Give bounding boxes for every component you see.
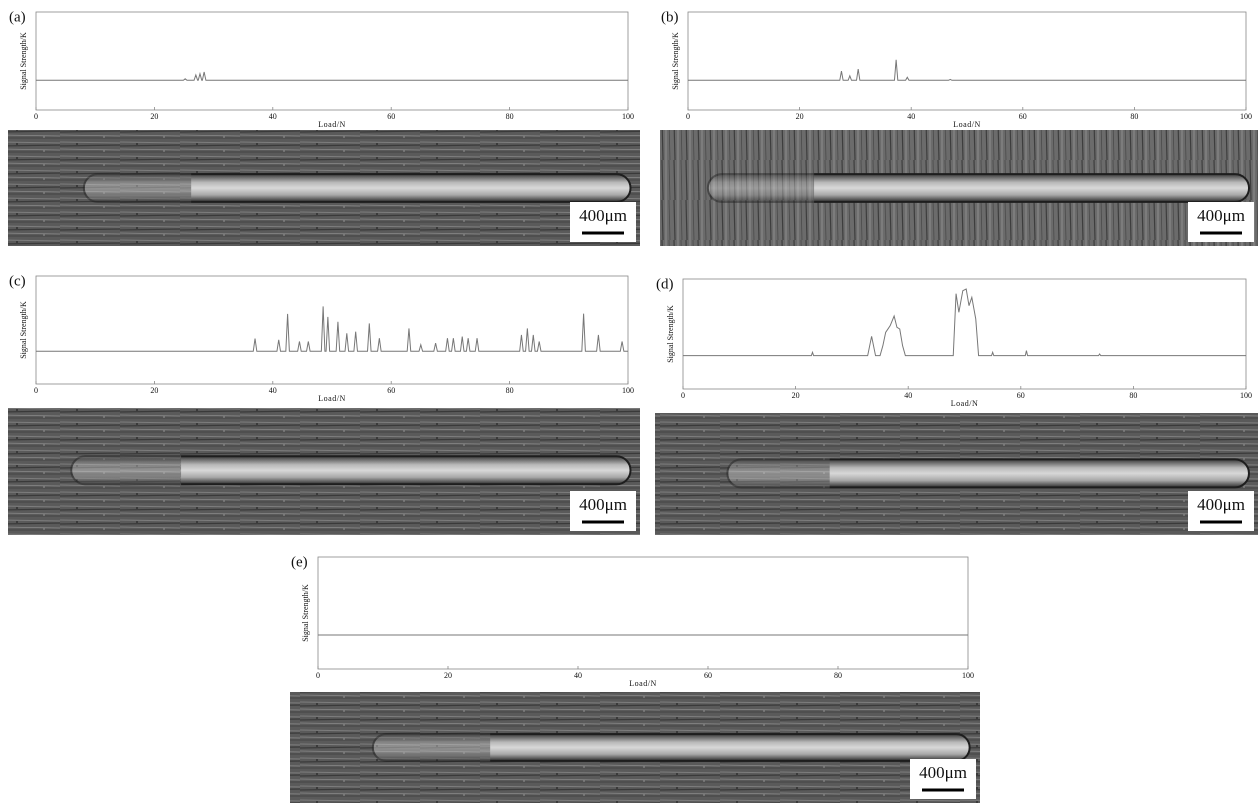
plot-frame [36, 276, 628, 384]
plot-frame [683, 279, 1246, 389]
x-tick-label: 20 [792, 391, 800, 400]
scale-bar-label: 400μm [579, 495, 627, 514]
panel-label: (b) [661, 9, 679, 25]
y-axis-label: Signal Strength/K [301, 584, 310, 642]
scale-bar-label: 400μm [919, 763, 967, 782]
x-tick-label: 40 [574, 671, 582, 680]
scratch-start [725, 458, 829, 488]
x-axis-label: Load/N [951, 399, 978, 408]
x-tick-label: 60 [704, 671, 712, 680]
scale-bar-label: 400μm [579, 206, 627, 225]
y-axis-label: Signal Strength/K [666, 305, 675, 363]
plot-frame [36, 12, 628, 110]
x-tick-label: 80 [1130, 112, 1138, 121]
x-tick-label: 80 [506, 386, 514, 395]
x-axis-label: Load/N [318, 394, 345, 403]
panel-label: (e) [291, 554, 308, 570]
scratch-start [69, 455, 181, 485]
x-tick-label: 0 [686, 112, 690, 121]
x-tick-label: 60 [387, 386, 395, 395]
x-tick-label: 20 [150, 386, 158, 395]
x-tick-label: 80 [834, 671, 842, 680]
x-tick-label: 40 [269, 386, 277, 395]
panel-label: (a) [9, 9, 26, 25]
x-tick-label: 40 [904, 391, 912, 400]
figure: 0 20 40 60 80 100 Load/N Signal Strength/K (a) 40… [0, 0, 1260, 803]
x-tick-label: 0 [34, 386, 38, 395]
scratch-start [82, 173, 191, 203]
x-tick-label: 20 [444, 671, 452, 680]
plot-frame [688, 12, 1246, 110]
scale-bar-label: 400μm [1197, 206, 1245, 225]
x-tick-label: 100 [622, 386, 634, 395]
x-tick-label: 20 [796, 112, 804, 121]
x-tick-label: 0 [681, 391, 685, 400]
x-tick-label: 100 [1240, 112, 1252, 121]
x-tick-label: 80 [1129, 391, 1137, 400]
x-axis-label: Load/N [953, 120, 980, 129]
x-tick-label: 60 [1017, 391, 1025, 400]
x-tick-label: 60 [387, 112, 395, 121]
y-axis-label: Signal Strength/K [671, 32, 680, 90]
x-tick-label: 60 [1019, 112, 1027, 121]
x-tick-label: 20 [150, 112, 158, 121]
x-tick-label: 100 [622, 112, 634, 121]
x-axis-label: Load/N [318, 120, 345, 129]
x-tick-label: 100 [962, 671, 974, 680]
scratch-start [371, 733, 490, 762]
plot-frame [318, 557, 968, 669]
scale-bar-label: 400μm [1197, 495, 1245, 514]
scratch-start [706, 173, 814, 203]
panel-label: (d) [656, 276, 674, 292]
x-axis-label: Load/N [629, 679, 656, 688]
y-axis-label: Signal Strength/K [19, 32, 28, 90]
panel-label: (c) [9, 273, 26, 289]
x-tick-label: 0 [34, 112, 38, 121]
x-tick-label: 0 [316, 671, 320, 680]
y-axis-label: Signal Strength/K [19, 301, 28, 359]
x-tick-label: 40 [907, 112, 915, 121]
x-tick-label: 80 [506, 112, 514, 121]
x-tick-label: 100 [1240, 391, 1252, 400]
x-tick-label: 40 [269, 112, 277, 121]
